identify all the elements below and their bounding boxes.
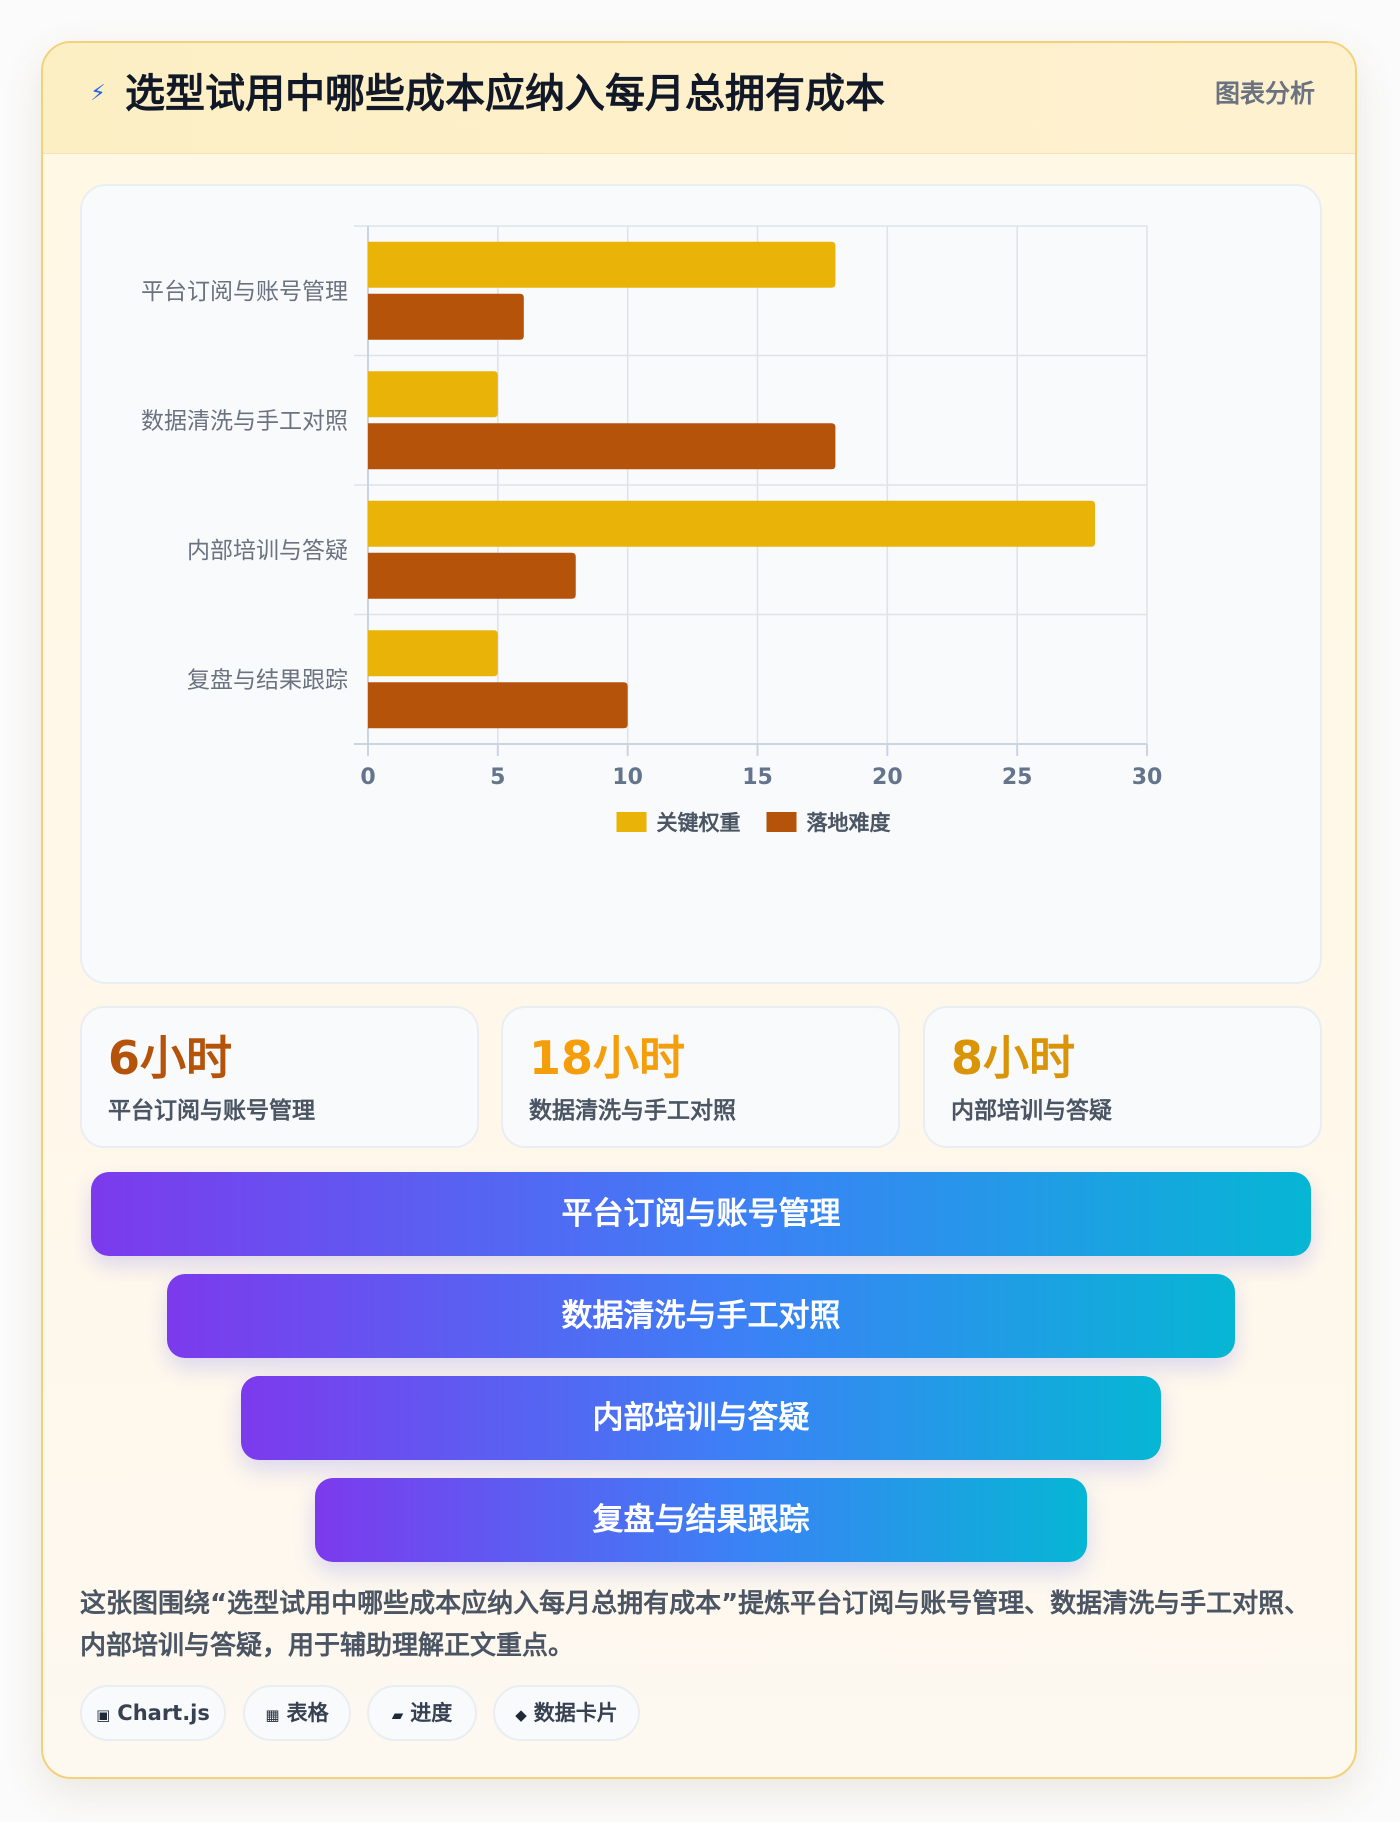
x-tick-label: 25 — [1002, 765, 1033, 790]
chip-table[interactable]: ▦ 表格 — [243, 1685, 351, 1741]
chart-icon: ▣ — [96, 1706, 111, 1724]
bar — [368, 630, 498, 677]
chart-card: ⚡ 选型试用中哪些成本应纳入每月总拥有成本 图表分析 0 5 10 15 20 25 30 平… — [41, 41, 1357, 1779]
page-title: 选型试用中哪些成本应纳入每月总拥有成本 — [125, 71, 885, 117]
chip-label: Chart.js — [117, 1701, 210, 1725]
data-card-icon: ◆ — [515, 1706, 527, 1724]
kpi-value: 6小时 — [108, 1031, 233, 1085]
y-category-label: 平台订阅与账号管理 — [141, 279, 348, 305]
bar — [368, 371, 498, 418]
x-tick-label: 15 — [742, 765, 773, 790]
chip-row: ▣ Chart.js ▦ 表格 ▰ 进度 ◆ 数据卡片 — [80, 1685, 1320, 1741]
kpi-label: 数据清洗与手工对照 — [529, 1098, 736, 1124]
chip-label: 进度 — [410, 1701, 453, 1725]
bar — [368, 552, 576, 599]
funnel-step: 平台订阅与账号管理 — [91, 1172, 1311, 1256]
legend-label: 落地难度 — [807, 811, 891, 835]
kpi-card: 8小时 内部培训与答疑 — [923, 1006, 1322, 1148]
kpi-value: 18小时 — [529, 1031, 686, 1085]
funnel-step: 数据清洗与手工对照 — [167, 1274, 1235, 1358]
bar — [368, 423, 836, 470]
funnel-step: 复盘与结果跟踪 — [315, 1478, 1087, 1562]
kpi-value: 8小时 — [951, 1031, 1076, 1085]
chip-label: 数据卡片 — [533, 1701, 618, 1725]
y-category-label: 内部培训与答疑 — [187, 538, 348, 564]
x-tick-label: 5 — [490, 765, 505, 790]
kpi-label: 平台订阅与账号管理 — [108, 1098, 315, 1124]
progress-icon: ▰ — [391, 1706, 404, 1724]
lightning-icon: ⚡ — [90, 81, 106, 106]
funnel: 平台订阅与账号管理 数据清洗与手工对照 内部培训与答疑 复盘与结果跟踪 — [43, 1172, 1355, 1592]
kpi-row: 6小时 平台订阅与账号管理 18小时 数据清洗与手工对照 8小时 内部培训与答疑 — [80, 1006, 1322, 1148]
y-category-label: 数据清洗与手工对照 — [141, 408, 348, 434]
legend-swatch — [616, 812, 647, 832]
bar — [368, 293, 524, 340]
y-category-label: 复盘与结果跟踪 — [187, 667, 348, 693]
kpi-card: 18小时 数据清洗与手工对照 — [501, 1006, 900, 1148]
bar-chart: 0 5 10 15 20 25 30 平台订阅与账号管理数据清洗与手工对照内部培训与答疑复盘与… — [141, 225, 1163, 835]
chip-progress[interactable]: ▰ 进度 — [367, 1685, 477, 1741]
funnel-step: 内部培训与答疑 — [241, 1376, 1161, 1460]
summary-text: 这张图围绕“选型试用中哪些成本应纳入每月总拥有成本”提炼平台订阅与账号管理、数据… — [80, 1589, 1311, 1661]
bar — [368, 241, 836, 288]
bar — [368, 682, 628, 729]
x-tick-label: 10 — [612, 765, 643, 790]
chip-data-card[interactable]: ◆ 数据卡片 — [493, 1685, 640, 1741]
kpi-label: 内部培训与答疑 — [951, 1098, 1112, 1124]
chip-chartjs[interactable]: ▣ Chart.js — [80, 1685, 226, 1741]
legend-swatch — [766, 812, 797, 832]
table-icon: ▦ — [265, 1706, 280, 1724]
kpi-card: 6小时 平台订阅与账号管理 — [80, 1006, 479, 1148]
card-header: ⚡ 选型试用中哪些成本应纳入每月总拥有成本 图表分析 — [43, 43, 1355, 154]
header-tag: 图表分析 — [1214, 79, 1315, 108]
x-tick-label: 20 — [872, 765, 903, 790]
legend-label: 关键权重 — [657, 811, 741, 835]
chip-label: 表格 — [286, 1701, 329, 1725]
bar — [368, 500, 1096, 547]
chart-panel: 0 5 10 15 20 25 30 平台订阅与账号管理 数据清洗与手工对照内部培训与答疑 复盘与… — [80, 184, 1322, 984]
x-tick-label: 30 — [1132, 765, 1163, 790]
x-tick-label: 0 — [360, 765, 375, 790]
